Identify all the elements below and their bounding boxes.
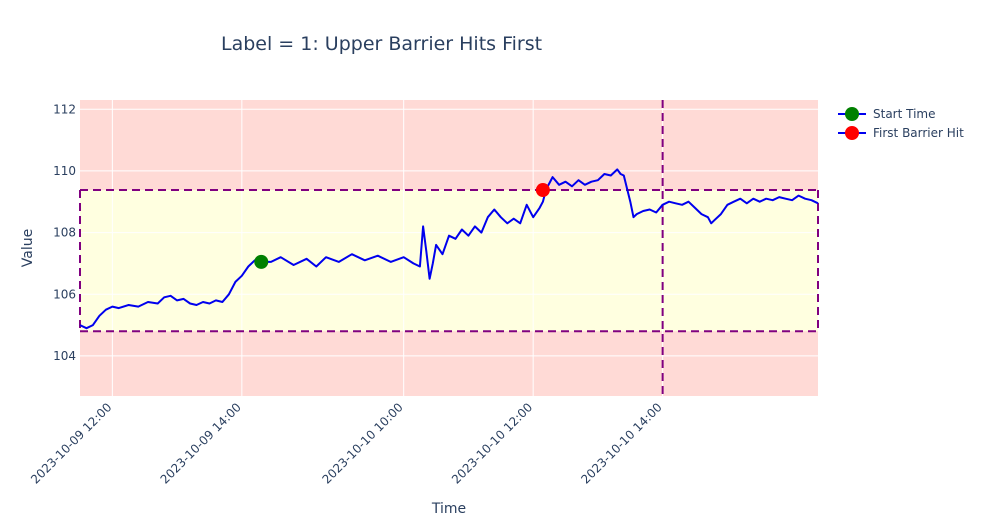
x-tick-label-0: 2023-10-09 12:00 — [28, 400, 114, 486]
start-time-marker — [254, 254, 269, 269]
x-tick-label-2: 2023-10-10 10:00 — [319, 400, 405, 486]
x-tick-label-1: 2023-10-09 14:00 — [158, 400, 244, 486]
price-series-line — [79, 168, 819, 330]
barriers — [79, 100, 819, 396]
legend-marker-1 — [845, 126, 859, 140]
x-tick-label-4: 2023-10-10 14:00 — [578, 400, 664, 486]
x-axis-ticks: 2023-10-09 12:00 2023-10-09 14:00 2023-10-… — [28, 400, 665, 486]
x-axis-title: Time — [431, 501, 466, 517]
series-layer — [79, 168, 819, 330]
markers — [254, 183, 550, 269]
y-tick-label-3: 110 — [53, 164, 76, 178]
legend-item-1[interactable]: First Barrier Hit — [838, 126, 964, 140]
legend-item-0[interactable]: Start Time — [838, 107, 936, 121]
y-tick-label-1: 106 — [53, 287, 76, 301]
legend-label-0: Start Time — [873, 107, 936, 121]
y-axis-ticks: 104 106 108 110 112 — [53, 102, 76, 363]
first-barrier-hit-marker — [535, 183, 550, 198]
chart-title: Label = 1: Upper Barrier Hits First — [221, 33, 542, 55]
y-tick-label-4: 112 — [53, 102, 76, 116]
inside-barrier-band — [80, 190, 818, 332]
legend-label-1: First Barrier Hit — [873, 126, 964, 140]
legend-marker-0 — [845, 107, 859, 121]
y-tick-label-0: 104 — [53, 349, 76, 363]
legend[interactable]: Start Time First Barrier Hit — [838, 107, 964, 140]
plot-area — [80, 100, 818, 396]
y-tick-label-2: 108 — [53, 226, 76, 240]
x-tick-label-3: 2023-10-10 12:00 — [449, 400, 535, 486]
y-axis-title: Value — [20, 229, 36, 267]
